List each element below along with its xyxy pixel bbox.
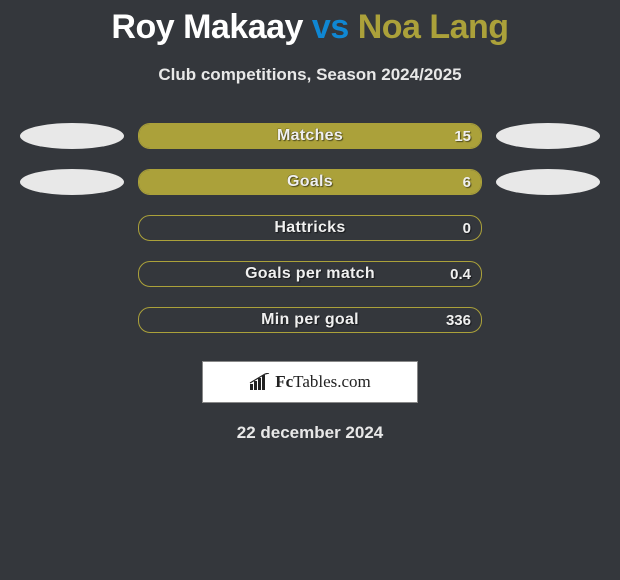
vs-text: vs xyxy=(312,8,349,46)
player2-ellipse xyxy=(496,123,600,149)
logo-prefix: Fc xyxy=(275,372,293,391)
stat-value-right: 336 xyxy=(446,308,471,332)
player1-ellipse xyxy=(20,123,124,149)
branding-text: FcTables.com xyxy=(275,372,371,392)
stat-bar: Matches15 xyxy=(138,123,482,149)
logo-main: Tables xyxy=(293,372,337,391)
comparison-title: Roy Makaay vs Noa Lang xyxy=(0,0,620,47)
stat-value-right: 0.4 xyxy=(450,262,471,286)
branding-logo: FcTables.com xyxy=(249,372,371,392)
stat-row: Goals per match0.4 xyxy=(0,261,620,287)
stat-bar: Goals per match0.4 xyxy=(138,261,482,287)
logo-suffix: .com xyxy=(337,372,371,391)
stat-value-right: 15 xyxy=(454,124,471,148)
stat-label: Goals per match xyxy=(139,262,481,286)
player2-ellipse xyxy=(496,169,600,195)
stat-row: Min per goal336 xyxy=(0,307,620,333)
chart-icon xyxy=(249,373,271,391)
stat-bar: Goals6 xyxy=(138,169,482,195)
stat-value-right: 0 xyxy=(463,216,471,240)
stat-label: Min per goal xyxy=(139,308,481,332)
stat-label: Matches xyxy=(139,124,481,148)
stat-bar: Hattricks0 xyxy=(138,215,482,241)
stat-label: Goals xyxy=(139,170,481,194)
date-text: 22 december 2024 xyxy=(0,423,620,443)
stats-rows: Matches15 Goals6 Hattricks0 Goals per match… xyxy=(0,123,620,333)
player1-name: Roy Makaay xyxy=(111,8,303,46)
player1-ellipse xyxy=(20,169,124,195)
stat-value-right: 6 xyxy=(463,170,471,194)
subtitle: Club competitions, Season 2024/2025 xyxy=(0,65,620,85)
stat-bar: Min per goal336 xyxy=(138,307,482,333)
stat-row: Goals6 xyxy=(0,169,620,195)
stat-label: Hattricks xyxy=(139,216,481,240)
player2-name: Noa Lang xyxy=(358,8,509,46)
stat-row: Matches15 xyxy=(0,123,620,149)
stat-row: Hattricks0 xyxy=(0,215,620,241)
branding-box: FcTables.com xyxy=(202,361,418,403)
